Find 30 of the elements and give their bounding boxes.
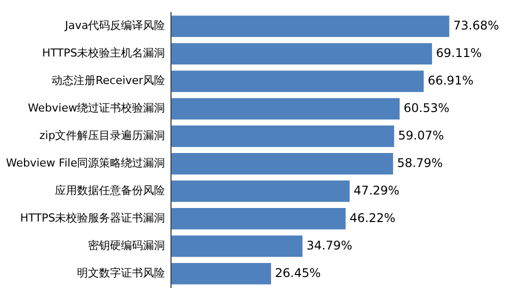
data-label: 47.29% <box>354 183 400 198</box>
bar <box>171 98 400 120</box>
y-tick-label: Webview File同源策略绕过漏洞 <box>6 156 166 170</box>
bar <box>171 180 350 202</box>
y-tick-label: 动态注册Receiver风险 <box>52 74 166 88</box>
bar <box>171 208 346 230</box>
bar <box>171 126 394 147</box>
data-label: 59.07% <box>398 128 444 142</box>
data-label: 69.11% <box>436 46 482 60</box>
data-label: 60.53% <box>404 100 450 115</box>
bar <box>171 262 272 284</box>
y-tick-label: HTTPS未校验服务器证书漏洞 <box>20 212 166 225</box>
y-tick-label: Webview绕过证书校验漏洞 <box>28 102 166 115</box>
y-tick-label: 密钥硬编码漏洞 <box>88 239 166 252</box>
y-tick-label: HTTPS未校验主机名漏洞 <box>42 46 166 60</box>
y-tick-label: zip文件解压目录遍历漏洞 <box>39 129 166 142</box>
data-label: 66.91% <box>428 73 474 88</box>
data-label: 46.22% <box>350 210 396 225</box>
bar <box>171 16 450 38</box>
data-label: 26.45% <box>275 266 321 280</box>
data-label: 34.79% <box>306 238 352 252</box>
bar <box>171 153 394 174</box>
data-label: 58.79% <box>397 156 443 170</box>
bar <box>171 235 303 257</box>
y-tick-label: 明文数字证书风险 <box>77 266 166 280</box>
y-tick-label: Java代码反编译风险 <box>64 19 166 32</box>
data-label: 73.68% <box>453 18 500 32</box>
bar <box>171 43 432 65</box>
y-tick-label: 应用数据任意备份风险 <box>55 184 166 198</box>
bar <box>171 70 424 92</box>
